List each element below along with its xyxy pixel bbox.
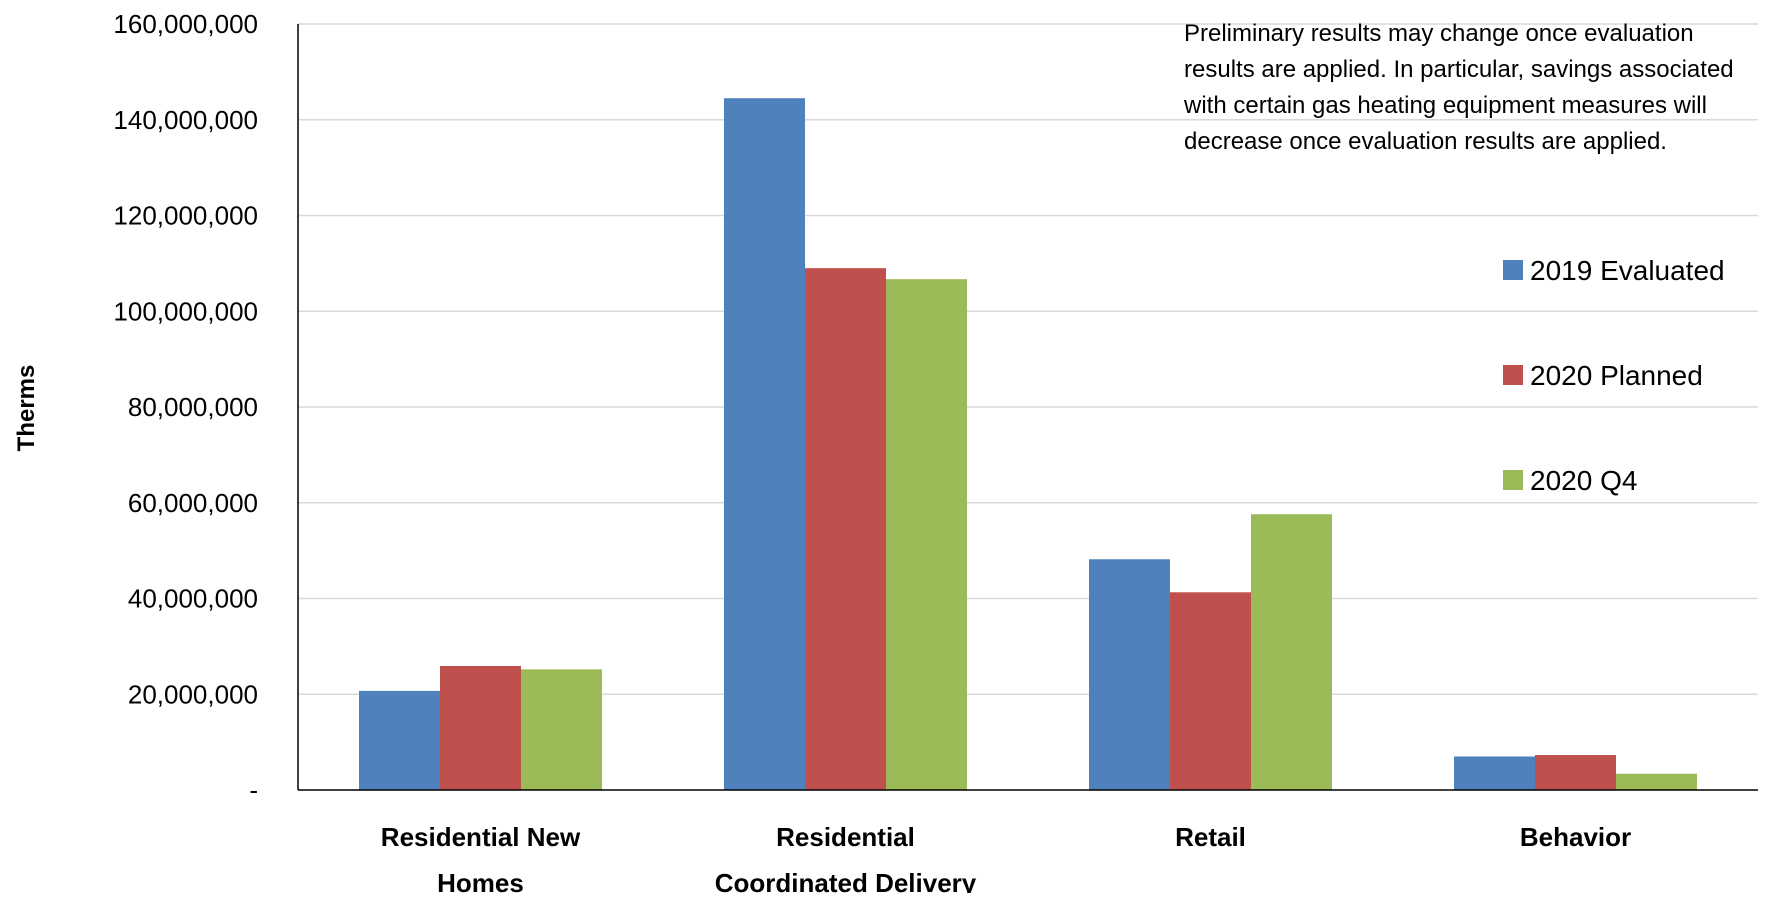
bar [886,279,967,790]
x-tick-label: Coordinated Delivery [715,868,977,893]
legend-label: 2020 Q4 [1530,465,1637,496]
y-tick-label: 20,000,000 [128,679,258,709]
bar [1170,592,1251,790]
legend-swatch [1503,365,1523,385]
y-tick-label: 160,000,000 [113,9,258,39]
x-tick-label: Residential [776,822,915,852]
y-tick-label: 140,000,000 [113,105,258,135]
legend-label: 2020 Planned [1530,360,1703,391]
y-tick-label: 120,000,000 [113,201,258,231]
bar [1251,514,1332,790]
y-tick-label: 60,000,000 [128,488,258,518]
legend-swatch [1503,470,1523,490]
y-tick-label: 80,000,000 [128,392,258,422]
y-tick-label: - [249,775,258,805]
bar [1454,756,1535,790]
bar [1089,559,1170,790]
x-tick-label: Behavior [1520,822,1631,852]
bar [724,98,805,791]
y-tick-label: 40,000,000 [128,584,258,614]
x-tick-label: Homes [437,868,524,893]
x-tick-label: Retail [1175,822,1246,852]
bar [440,666,521,790]
bar [521,669,602,790]
bar [1535,755,1616,790]
chart-annotation: Preliminary results may change once eval… [1184,20,1734,155]
bar [359,690,440,790]
legend-swatch [1503,260,1523,280]
legend-label: 2019 Evaluated [1530,255,1725,286]
bar [1616,773,1697,790]
y-tick-label: 100,000,000 [113,296,258,326]
bar [805,268,886,791]
y-axis-title: Therms [13,365,40,452]
x-tick-label: Residential New [381,822,581,852]
